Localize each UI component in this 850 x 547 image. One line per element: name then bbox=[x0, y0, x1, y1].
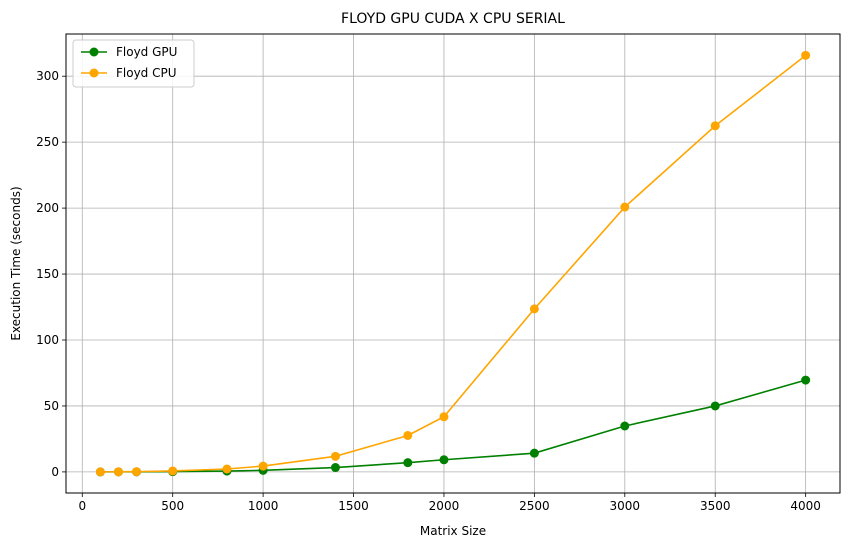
y-tick-label: 250 bbox=[36, 135, 59, 149]
x-tick-label: 3500 bbox=[700, 499, 731, 513]
x-tick-label: 0 bbox=[78, 499, 86, 513]
x-tick-label: 2500 bbox=[519, 499, 550, 513]
x-tick-label: 1500 bbox=[338, 499, 369, 513]
x-tick-label: 4000 bbox=[790, 499, 821, 513]
legend-label-floyd-cpu: Floyd CPU bbox=[116, 66, 177, 80]
x-tick-label: 3000 bbox=[610, 499, 641, 513]
floyd-cpu-point bbox=[801, 50, 811, 60]
legend-marker-floyd-cpu bbox=[89, 68, 99, 78]
series-layer bbox=[95, 50, 811, 477]
floyd-cpu-point bbox=[403, 430, 413, 440]
floyd-gpu-point bbox=[710, 401, 720, 411]
floyd-gpu-point bbox=[439, 455, 449, 465]
axis-ticks: 0 500 1000 1500 2000 2500 3000 3500 4000 0 50 100 15… bbox=[36, 69, 821, 513]
y-tick-label: 100 bbox=[36, 333, 59, 347]
floyd-cpu-point bbox=[439, 412, 449, 422]
floyd-cpu-point bbox=[132, 467, 142, 477]
floyd-gpu-point bbox=[330, 463, 340, 473]
floyd-gpu-point bbox=[801, 375, 811, 385]
floyd-cpu-point bbox=[620, 202, 630, 212]
chart-title: FLOYD GPU CUDA X CPU SERIAL bbox=[341, 11, 565, 27]
legend-label-floyd-gpu: Floyd GPU bbox=[116, 45, 177, 59]
x-axis-label: Matrix Size bbox=[420, 524, 486, 538]
floyd-cpu-point bbox=[710, 121, 720, 131]
floyd-cpu-point bbox=[330, 451, 340, 461]
floyd-cpu-point bbox=[258, 461, 268, 471]
x-tick-label: 1000 bbox=[248, 499, 279, 513]
y-axis-label: Execution Time (seconds) bbox=[9, 186, 23, 340]
y-tick-label: 50 bbox=[44, 399, 59, 413]
y-tick-label: 300 bbox=[36, 69, 59, 83]
floyd-cpu-point bbox=[168, 466, 178, 476]
floyd-gpu-point bbox=[403, 458, 413, 468]
floyd-cpu-point bbox=[222, 464, 232, 474]
floyd-cpu-point bbox=[529, 304, 539, 314]
x-tick-label: 2000 bbox=[429, 499, 460, 513]
y-tick-label: 150 bbox=[36, 267, 59, 281]
floyd-gpu-point bbox=[620, 421, 630, 431]
y-tick-label: 0 bbox=[51, 465, 59, 479]
floyd-gpu-point bbox=[529, 448, 539, 458]
y-tick-label: 200 bbox=[36, 201, 59, 215]
floyd-cpu-point bbox=[113, 467, 123, 477]
legend-marker-floyd-gpu bbox=[89, 47, 99, 57]
x-tick-label: 500 bbox=[161, 499, 184, 513]
floyd-cpu-point bbox=[95, 467, 105, 477]
plot-frame bbox=[65, 33, 841, 494]
legend: Floyd GPU Floyd CPU bbox=[72, 39, 195, 88]
